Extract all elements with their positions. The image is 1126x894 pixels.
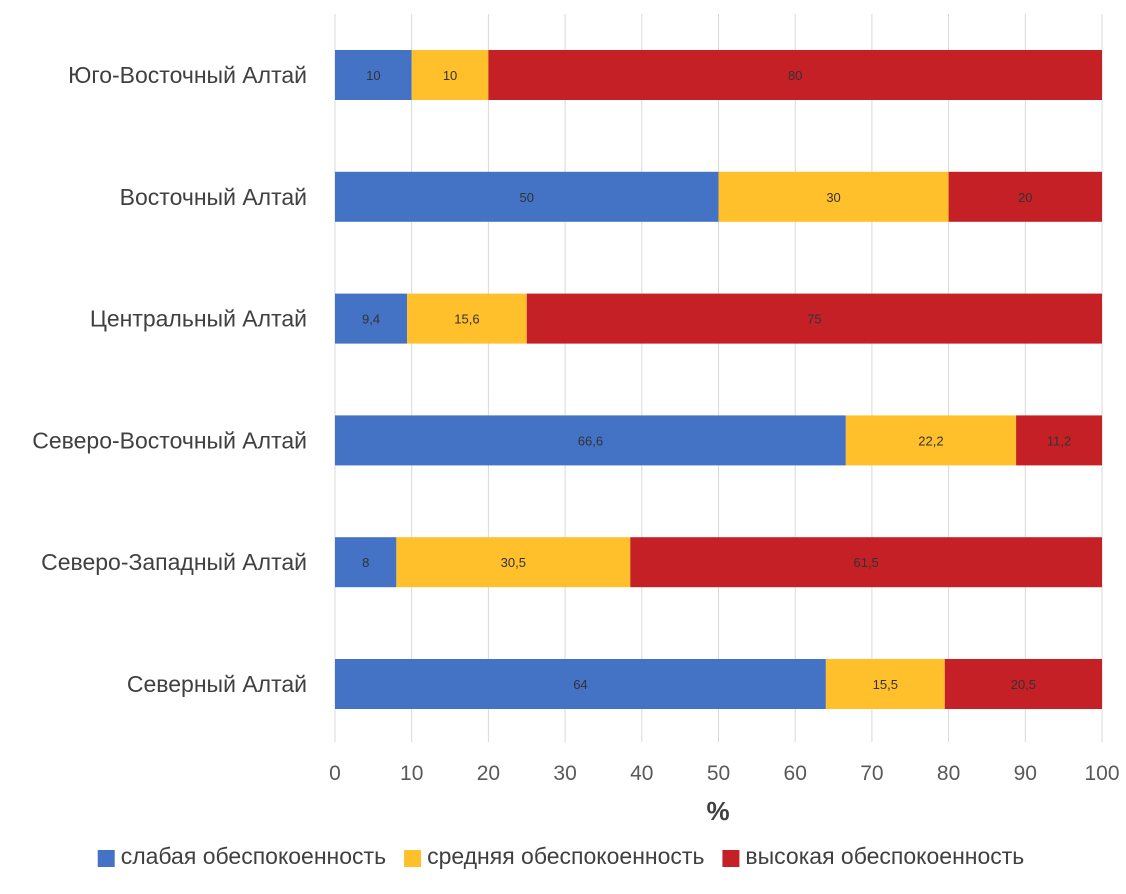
category-label: Юго-Восточный Алтай	[68, 62, 307, 88]
x-axis-title: %	[706, 796, 729, 826]
bars: 10 10 80 50 30 20 9,4 15,6 75 66,6 22,2 11,2 8 30,5 61…	[335, 50, 1102, 709]
x-tick-label: 10	[400, 762, 423, 785]
data-label: 8	[362, 555, 369, 570]
legend-label: средняя обеспокоенность	[427, 843, 704, 869]
bar-segment-2	[718, 171, 949, 222]
data-label: 15,5	[873, 677, 898, 692]
legend-item: слабая обеспокоенность	[97, 843, 386, 869]
bar-segment-2	[407, 293, 527, 344]
legend-label: слабая обеспокоенность	[121, 843, 386, 869]
data-label: 20	[1018, 190, 1032, 205]
data-label: 61,5	[853, 555, 878, 570]
category-label: Северный Алтай	[127, 671, 307, 697]
x-tick-label: 40	[630, 762, 653, 785]
bar-segment-1	[335, 659, 826, 709]
data-label: 22,2	[918, 433, 943, 448]
data-label: 75	[807, 312, 821, 327]
data-label: 50	[520, 190, 534, 205]
category-labels: Юго-Восточный Алтай Восточный Алтай Центра…	[32, 62, 307, 697]
bar-segment-2	[825, 659, 945, 709]
bar-segment-3	[1016, 415, 1102, 466]
bar-segment-2	[845, 415, 1017, 466]
legend-item: высокая обеспокоенность	[722, 843, 1024, 869]
category-label: Восточный Алтай	[120, 184, 307, 210]
legend-item: средняя обеспокоенность	[404, 843, 704, 869]
bar-segment-3	[526, 293, 1102, 344]
bar-segment-3	[944, 659, 1102, 709]
legend-swatch	[404, 850, 422, 867]
x-tick-label: 80	[937, 762, 960, 785]
x-tick-label: 70	[860, 762, 883, 785]
grid-lines	[334, 14, 1103, 742]
legend: слабая обеспокоенность средняя обеспокоен…	[97, 843, 1024, 869]
category-label: Северо-Западный Алтай	[41, 549, 307, 575]
data-label: 80	[788, 68, 802, 83]
data-label: 30,5	[501, 555, 526, 570]
legend-swatch	[722, 850, 740, 867]
x-tick-label: 90	[1014, 762, 1037, 785]
data-label: 10	[443, 68, 457, 83]
data-label: 15,6	[454, 312, 479, 327]
x-tick-label: 30	[553, 762, 576, 785]
category-label: Северо-Восточный Алтай	[32, 427, 307, 453]
x-tick-label: 50	[707, 762, 730, 785]
x-tick-label: 60	[784, 762, 807, 785]
x-tick-labels: 0 10 20 30 40 50 60 70 80 90 100	[329, 762, 1119, 785]
legend-swatch	[97, 850, 115, 867]
bar-segment-1	[335, 537, 397, 588]
category-label: Центральный Алтай	[90, 306, 307, 332]
bar-segment-1	[335, 415, 846, 466]
data-label: 30	[826, 190, 840, 205]
bar-segment-1	[335, 50, 412, 100]
bar-segment-2	[396, 537, 631, 588]
bar-segment-1	[335, 171, 719, 222]
bar-segment-3	[488, 50, 1102, 100]
legend-label: высокая обеспокоенность	[745, 843, 1024, 869]
bar-segment-2	[411, 50, 489, 100]
bar-segment-3	[948, 171, 1102, 222]
data-label: 11,2	[1047, 433, 1071, 448]
x-tick-label: 20	[477, 762, 500, 785]
data-label: 66,6	[578, 433, 603, 448]
data-label: 20,5	[1011, 677, 1036, 692]
data-label: 9,4	[362, 312, 380, 327]
x-tick-label: 0	[329, 762, 341, 785]
data-label: 10	[366, 68, 380, 83]
bar-segment-3	[630, 537, 1102, 588]
bar-segment-1	[335, 293, 408, 344]
data-label: 64	[573, 677, 587, 692]
x-tick-label: 100	[1084, 762, 1119, 785]
